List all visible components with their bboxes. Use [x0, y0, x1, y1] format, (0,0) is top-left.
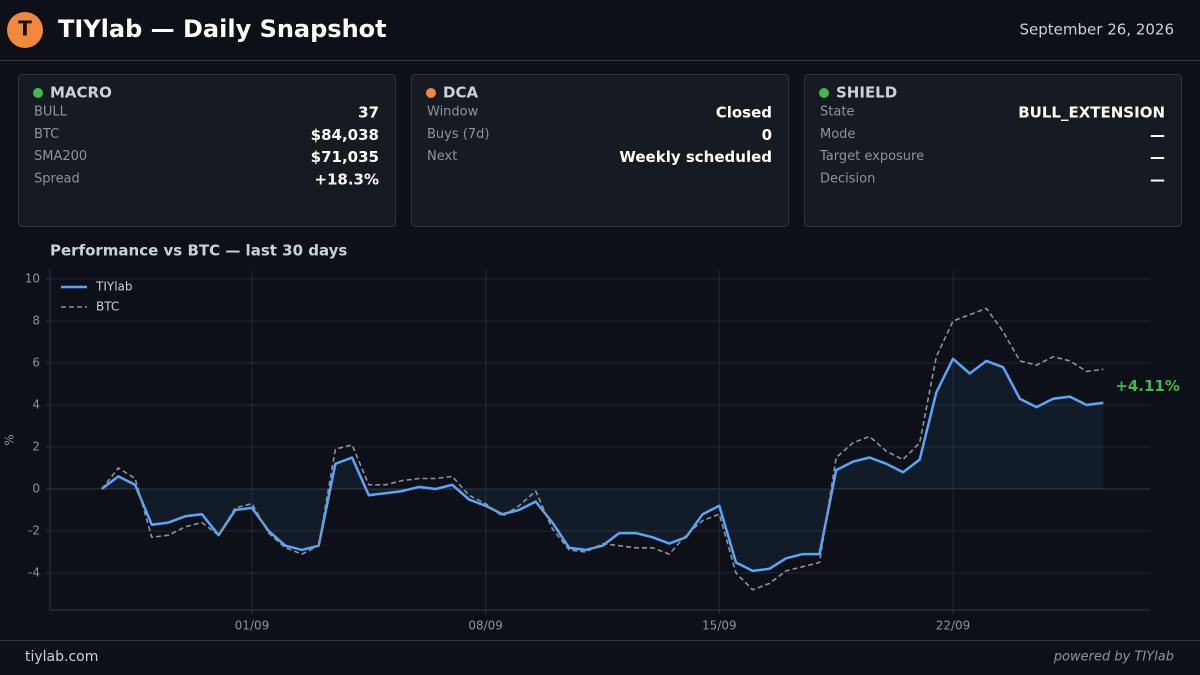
row-label: State: [820, 105, 854, 120]
logo-letter: T: [18, 17, 32, 41]
status-dot: [33, 88, 43, 98]
y-tick-label: 4: [32, 398, 40, 412]
row-label: SMA200: [34, 149, 87, 164]
chart-title: Performance vs BTC — last 30 days: [50, 242, 347, 260]
legend-label: BTC: [96, 300, 119, 314]
footer-site: tiylab.com: [25, 649, 98, 665]
row-value: Weekly scheduled: [619, 148, 772, 166]
series-line: [100, 357, 1104, 573]
row-label: Decision: [820, 171, 875, 186]
row-label: Window: [427, 105, 479, 120]
row-value: BULL_EXTENSION: [1018, 104, 1165, 122]
y-tick-label: 0: [32, 482, 40, 496]
row-label: Next: [427, 149, 457, 164]
card-title: DCA: [443, 84, 478, 102]
row-label: Spread: [34, 171, 80, 186]
row-label: BULL: [34, 105, 68, 120]
row-value: $84,038: [311, 126, 379, 144]
page-title: TIYlab — Daily Snapshot: [58, 15, 387, 43]
row-value: 37: [358, 104, 379, 122]
card-title: SHIELD: [836, 84, 897, 102]
x-tick-label: 15/09: [702, 619, 737, 633]
row-value: —: [1150, 148, 1165, 166]
logo: [7, 12, 43, 48]
legend-label: TIYlab: [95, 280, 133, 294]
card-title: MACRO: [50, 84, 112, 102]
x-tick-label: 22/09: [936, 619, 971, 633]
footer-credit: powered by TIYlab: [1053, 650, 1174, 665]
y-axis-label: %: [3, 434, 17, 445]
x-tick-label: 01/09: [235, 619, 270, 633]
y-tick-label: 6: [32, 356, 40, 370]
row-label: Target exposure: [819, 149, 924, 164]
row-value: +18.3%: [314, 170, 379, 188]
row-value: Closed: [716, 104, 772, 122]
y-tick-label: 2: [32, 440, 40, 454]
row-value: $71,035: [311, 148, 379, 166]
series-line: [101, 307, 1104, 591]
y-tick-label: -4: [28, 566, 40, 580]
card: [804, 74, 1182, 227]
status-dot: [426, 88, 436, 98]
area: [101, 358, 1104, 571]
card: [18, 74, 396, 227]
row-label: BTC: [34, 127, 59, 142]
y-tick-label: 10: [25, 272, 40, 286]
y-tick-label: 8: [32, 314, 40, 328]
x-tick-label: 08/09: [468, 619, 503, 633]
row-value: 0: [762, 126, 772, 144]
value-label: +4.11%: [1115, 377, 1180, 395]
card: [411, 74, 789, 227]
status-dot: [819, 88, 829, 98]
row-value: —: [1150, 170, 1165, 188]
date: September 26, 2026: [1020, 21, 1174, 39]
row-value: —: [1150, 126, 1165, 144]
row-label: Buys (7d): [427, 127, 489, 142]
y-tick-label: -2: [28, 524, 40, 538]
row-label: Mode: [820, 127, 855, 142]
